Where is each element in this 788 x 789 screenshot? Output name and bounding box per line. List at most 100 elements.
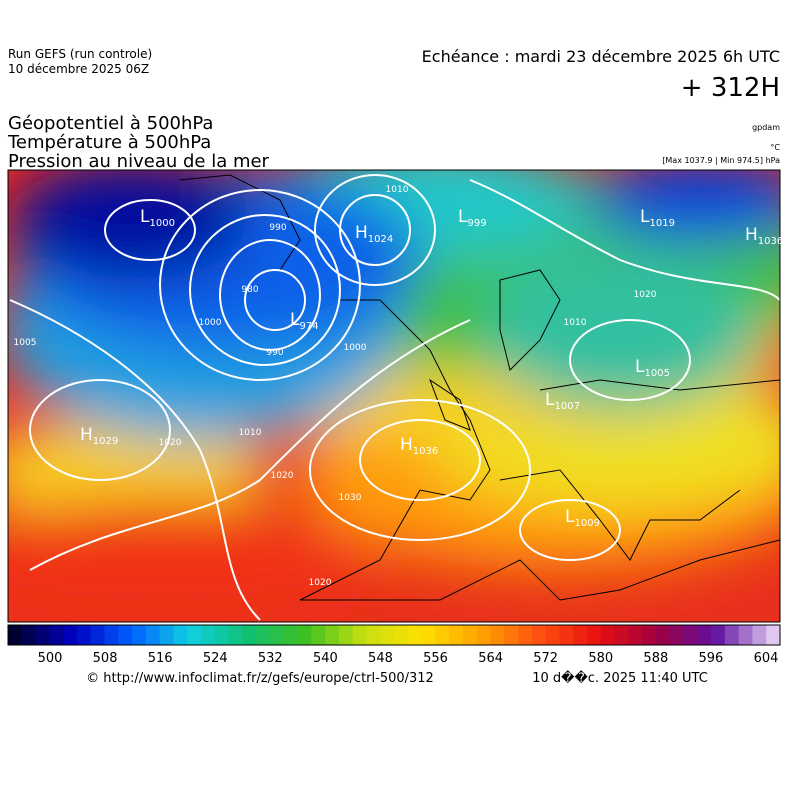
colorbar-swatch bbox=[752, 625, 767, 645]
isobar-label: 1020 bbox=[271, 471, 294, 481]
colorbar-swatch bbox=[283, 625, 298, 645]
pressure-center: H1036 bbox=[400, 435, 438, 457]
colorbar-swatch bbox=[269, 625, 285, 645]
colorbar-swatch bbox=[311, 625, 326, 645]
lead-time: + 312H bbox=[681, 73, 780, 103]
colorbar-frame bbox=[7, 624, 781, 646]
colorbar-swatch bbox=[63, 625, 78, 645]
colorbar-tick-label: 540 bbox=[313, 651, 338, 666]
colorbar-swatch bbox=[228, 625, 243, 645]
colorbar-swatch bbox=[683, 625, 698, 645]
colorbar-tick-label: 580 bbox=[588, 651, 613, 666]
colorbar-tick-label: 556 bbox=[423, 651, 448, 666]
isobar-label: 1020 bbox=[634, 290, 657, 300]
echeance: Echéance : mardi 23 décembre 2025 6h UTC bbox=[422, 47, 780, 66]
isobar-label: 1005 bbox=[14, 338, 37, 348]
center-value: 1009 bbox=[574, 518, 599, 529]
pressure-center: H1029 bbox=[80, 425, 118, 447]
colorbar-swatch bbox=[462, 625, 478, 645]
colorbar-swatch bbox=[35, 625, 50, 645]
center-value: 1036 bbox=[758, 236, 783, 247]
pressure-center: L1007 bbox=[545, 390, 580, 412]
source: © http://www.infoclimat.fr/z/gefs/europe… bbox=[86, 671, 434, 686]
colorbar-swatch bbox=[394, 625, 409, 645]
colorbar-tick-label: 564 bbox=[478, 651, 503, 666]
pressure-center: L1005 bbox=[635, 357, 670, 379]
center-value: 1029 bbox=[93, 436, 118, 447]
center-letter: L bbox=[565, 507, 575, 527]
colorbar-swatch bbox=[476, 625, 491, 645]
colorbar-swatch bbox=[49, 625, 64, 645]
colorbar-swatch bbox=[573, 625, 588, 645]
colorbar-tick-label: 548 bbox=[368, 651, 393, 666]
pressure-center: L999 bbox=[458, 207, 487, 229]
colorbar-swatch bbox=[600, 625, 616, 645]
center-value: 999 bbox=[467, 218, 486, 229]
colorbar-swatch bbox=[132, 625, 147, 645]
map bbox=[8, 170, 780, 622]
isobar-label: 1010 bbox=[239, 428, 262, 438]
colorbar-swatch bbox=[214, 625, 230, 645]
colorbar-swatch bbox=[407, 625, 423, 645]
colorbar-swatch bbox=[504, 625, 519, 645]
colorbar-swatch bbox=[697, 625, 712, 645]
isobar-label: 980 bbox=[241, 285, 258, 295]
isobar-label: 1010 bbox=[564, 318, 587, 328]
center-letter: H bbox=[80, 425, 93, 445]
center-value: 1024 bbox=[368, 234, 393, 245]
colorbar: 500 508 516 524 532 540 548 556 564 572 580 588 596 6… bbox=[7, 624, 781, 666]
colorbar-swatch bbox=[366, 625, 381, 645]
colorbar-swatch bbox=[518, 625, 533, 645]
center-letter: L bbox=[545, 390, 555, 410]
unit: gpdam bbox=[752, 123, 780, 132]
colorbar-swatch bbox=[242, 625, 257, 645]
colorbar-swatch bbox=[187, 625, 202, 645]
unit: °C bbox=[770, 143, 780, 152]
title: Géopotentiel à 500hPa bbox=[8, 113, 213, 134]
colorbar-tick-label: 588 bbox=[643, 651, 668, 666]
center-letter: H bbox=[745, 225, 758, 245]
colorbar-swatch bbox=[173, 625, 188, 645]
colorbar-tick-label: 500 bbox=[38, 651, 63, 666]
colorbar-swatch bbox=[21, 625, 37, 645]
colorbar-swatch bbox=[531, 625, 547, 645]
colorbar-swatch bbox=[201, 625, 216, 645]
colorbar-swatch bbox=[159, 625, 174, 645]
colorbar-tick-label: 532 bbox=[258, 651, 283, 666]
colorbar-swatch bbox=[490, 625, 505, 645]
colorbar-swatch bbox=[628, 625, 643, 645]
colorbar-swatch bbox=[8, 625, 23, 645]
colorbar-swatch bbox=[614, 625, 629, 645]
colorbar-swatch bbox=[90, 625, 105, 645]
center-value: 1005 bbox=[644, 368, 669, 379]
colorbar-swatch bbox=[669, 625, 684, 645]
timestamp: 10 d��c. 2025 11:40 UTC bbox=[532, 669, 708, 686]
colorbar-swatch bbox=[118, 625, 133, 645]
colorbar-swatch bbox=[421, 625, 436, 645]
map-frame bbox=[7, 169, 781, 623]
isobar-label: 990 bbox=[269, 223, 286, 233]
colorbar-tick-label: 524 bbox=[203, 651, 228, 666]
colorbar-swatch bbox=[545, 625, 560, 645]
colorbar-swatch bbox=[766, 625, 781, 645]
center-value: 974 bbox=[299, 321, 318, 332]
center-letter: L bbox=[140, 207, 150, 227]
center-letter: H bbox=[400, 435, 413, 455]
title: Pression au niveau de la mer bbox=[8, 151, 270, 172]
isobar-label: 1030 bbox=[339, 493, 362, 503]
colorbar-swatch bbox=[325, 625, 340, 645]
colorbar-tick-label: 516 bbox=[148, 651, 173, 666]
center-letter: L bbox=[458, 207, 468, 227]
center-value: 1019 bbox=[649, 218, 674, 229]
colorbar-swatch bbox=[655, 625, 671, 645]
colorbar-swatch bbox=[145, 625, 161, 645]
colorbar-swatch bbox=[256, 625, 271, 645]
colorbar-swatch bbox=[559, 625, 574, 645]
title: Température à 500hPa bbox=[7, 132, 211, 153]
isobar-label: 1000 bbox=[344, 343, 367, 353]
center-value: 1000 bbox=[149, 218, 174, 229]
colorbar-tick-label: 604 bbox=[754, 651, 779, 666]
center-letter: L bbox=[290, 310, 300, 330]
